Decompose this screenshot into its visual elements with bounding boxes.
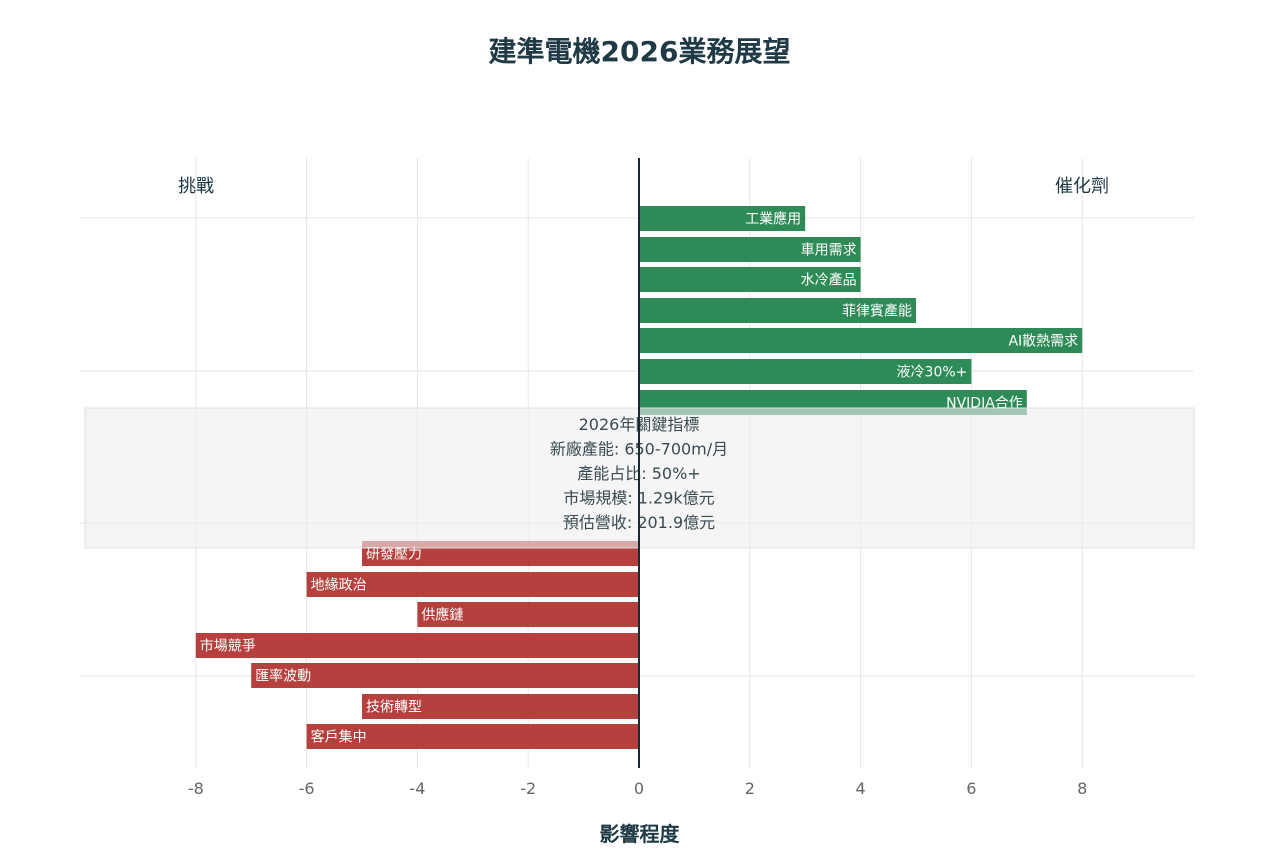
x-tick-label: 2: [745, 779, 755, 798]
bar: [417, 602, 639, 627]
x-tick-label: 0: [634, 779, 644, 798]
x-tick-label: 6: [966, 779, 976, 798]
bar: [251, 663, 639, 688]
bar-label: AI散熱需求: [1008, 334, 1078, 350]
x-tick-label: -4: [409, 779, 425, 798]
bar: [639, 237, 861, 262]
x-tick-label: -8: [188, 779, 204, 798]
bar: [639, 328, 1083, 353]
bar: [639, 359, 972, 384]
x-tick-label: -2: [520, 779, 536, 798]
bar-label: 匯率波動: [255, 668, 311, 685]
bar-label: 技術轉型: [366, 700, 422, 716]
bar-label: 供應鏈: [421, 607, 463, 624]
x-tick-label: -6: [299, 779, 315, 798]
x-tick-label: 4: [856, 779, 866, 798]
bar-label: 研發壓力: [366, 547, 422, 563]
bar: [362, 694, 639, 719]
x-tick-label: 8: [1077, 779, 1087, 798]
chart-title: 建準電機2026業務展望: [488, 35, 791, 68]
bar: [195, 633, 640, 658]
bar: [639, 298, 916, 323]
bar-label: 車用需求: [801, 242, 857, 259]
challenges-side-label: 挑戰: [178, 176, 214, 197]
bar-label: 水冷產品: [801, 272, 857, 289]
bar-label: 液冷30%+: [897, 365, 968, 381]
bar-label: 客戶集中: [311, 729, 367, 746]
bar: [639, 267, 861, 292]
x-axis-label: 影響程度: [599, 822, 680, 846]
bar: [306, 724, 639, 749]
bar: [639, 206, 806, 231]
bar-label: 工業應用: [745, 211, 801, 228]
bar-label: 市場競爭: [200, 638, 256, 655]
bar-label: 菲律賓產能: [842, 303, 912, 320]
catalysts-side-label: 催化劑: [1055, 176, 1109, 197]
bar: [306, 572, 639, 597]
bar-label: 地緣政治: [311, 578, 367, 594]
